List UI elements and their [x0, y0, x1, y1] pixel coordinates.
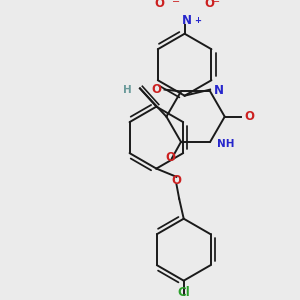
Text: +: +	[194, 16, 201, 25]
Text: −: −	[212, 0, 220, 7]
Text: N: N	[214, 84, 224, 97]
Text: N: N	[182, 14, 191, 27]
Text: O: O	[171, 174, 182, 187]
Text: H: H	[123, 85, 132, 95]
Text: O: O	[165, 151, 175, 164]
Text: O: O	[151, 83, 161, 96]
Text: O: O	[245, 110, 255, 123]
Text: O: O	[154, 0, 165, 10]
Text: Cl: Cl	[177, 286, 190, 299]
Text: −: −	[172, 0, 180, 7]
Text: O: O	[205, 0, 215, 10]
Text: NH: NH	[218, 139, 235, 149]
